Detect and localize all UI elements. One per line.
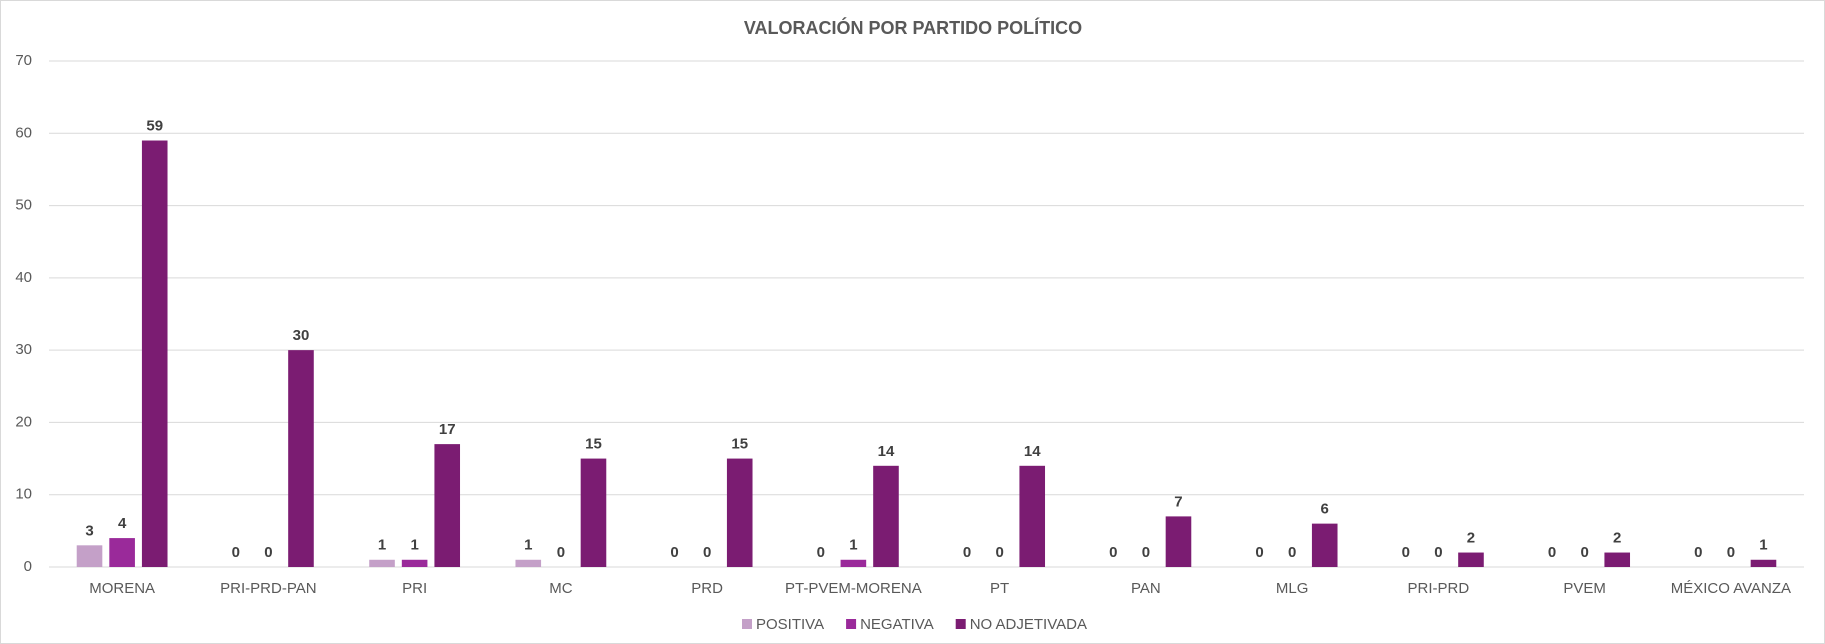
- data-label: 0: [995, 544, 1003, 561]
- data-label: 0: [1548, 544, 1556, 561]
- y-tick-label: 10: [15, 486, 32, 503]
- data-label: 14: [878, 443, 895, 460]
- data-label: 0: [1434, 544, 1442, 561]
- data-label: 0: [670, 544, 678, 561]
- data-label: 17: [439, 421, 456, 438]
- legend-swatch: [846, 619, 857, 629]
- y-tick-label: 0: [24, 558, 32, 575]
- legend-label: POSITIVA: [756, 616, 824, 633]
- data-label: 3: [85, 522, 93, 539]
- y-tick-label: 40: [15, 269, 32, 286]
- data-label: 0: [264, 544, 272, 561]
- data-label: 0: [557, 544, 565, 561]
- data-label: 15: [731, 436, 748, 453]
- data-label: 0: [232, 544, 240, 561]
- bar: [1604, 552, 1631, 567]
- data-label: 6: [1321, 501, 1329, 518]
- x-tick-label: PRD: [691, 580, 723, 597]
- bar: [726, 458, 753, 567]
- data-label: 1: [524, 537, 532, 554]
- bar: [1311, 523, 1338, 567]
- chart-title: VALORACIÓN POR PARTIDO POLÍTICO: [744, 17, 1082, 38]
- y-tick-label: 60: [15, 124, 32, 141]
- x-tick-label: PRI-PRD: [1408, 580, 1470, 597]
- data-label: 7: [1174, 493, 1182, 510]
- bar: [288, 350, 314, 567]
- y-tick-label: 30: [15, 341, 32, 358]
- bar: [840, 559, 867, 567]
- legend-swatch: [955, 619, 966, 629]
- x-tick-label: PRI-PRD-PAN: [220, 580, 316, 597]
- bar: [1458, 552, 1484, 567]
- bar: [141, 140, 168, 567]
- data-label: 1: [1759, 537, 1767, 554]
- data-label: 0: [1580, 544, 1588, 561]
- data-label: 0: [1255, 544, 1263, 561]
- data-label: 0: [703, 544, 711, 561]
- data-label: 59: [146, 117, 163, 134]
- data-label: 1: [378, 537, 386, 554]
- legend-label: NEGATIVA: [860, 616, 934, 633]
- data-label: 0: [1402, 544, 1410, 561]
- bar: [369, 559, 395, 567]
- bar: [109, 538, 135, 567]
- bar: [515, 559, 542, 567]
- data-label: 0: [817, 544, 825, 561]
- data-label: 0: [1109, 544, 1117, 561]
- x-tick-label: MÉXICO AVANZA: [1671, 580, 1791, 597]
- data-label: 0: [1288, 544, 1296, 561]
- x-tick-label: PAN: [1131, 580, 1161, 597]
- x-tick-label: PT-PVEM-MORENA: [785, 580, 922, 597]
- data-label: 0: [1727, 544, 1735, 561]
- bar: [401, 559, 428, 567]
- x-tick-label: PVEM: [1563, 580, 1606, 597]
- x-tick-label: MC: [549, 580, 572, 597]
- legend-label: NO ADJETIVADA: [970, 616, 1087, 633]
- data-label: 1: [849, 537, 857, 554]
- data-label: 30: [293, 327, 310, 344]
- legend-swatch: [742, 619, 752, 629]
- y-tick-label: 70: [15, 52, 32, 69]
- data-label: 15: [585, 436, 602, 453]
- y-tick-label: 50: [15, 197, 32, 214]
- data-label: 1: [410, 537, 418, 554]
- bar: [1019, 465, 1046, 567]
- data-label: 14: [1024, 443, 1041, 460]
- data-label: 0: [1142, 544, 1150, 561]
- data-label: 4: [118, 515, 127, 532]
- data-label: 0: [1694, 544, 1702, 561]
- x-tick-label: PT: [990, 580, 1009, 597]
- x-tick-label: MLG: [1276, 580, 1309, 597]
- bar: [434, 444, 461, 567]
- bar: [1750, 559, 1777, 567]
- bar: [873, 465, 899, 567]
- data-label: 2: [1613, 530, 1621, 547]
- data-label: 0: [963, 544, 971, 561]
- x-tick-label: MORENA: [89, 580, 155, 597]
- bar: [76, 545, 103, 567]
- bar: [580, 458, 607, 567]
- bar: [1165, 516, 1192, 567]
- y-tick-label: 20: [15, 413, 32, 430]
- x-tick-label: PRI: [402, 580, 427, 597]
- data-label: 2: [1467, 530, 1475, 547]
